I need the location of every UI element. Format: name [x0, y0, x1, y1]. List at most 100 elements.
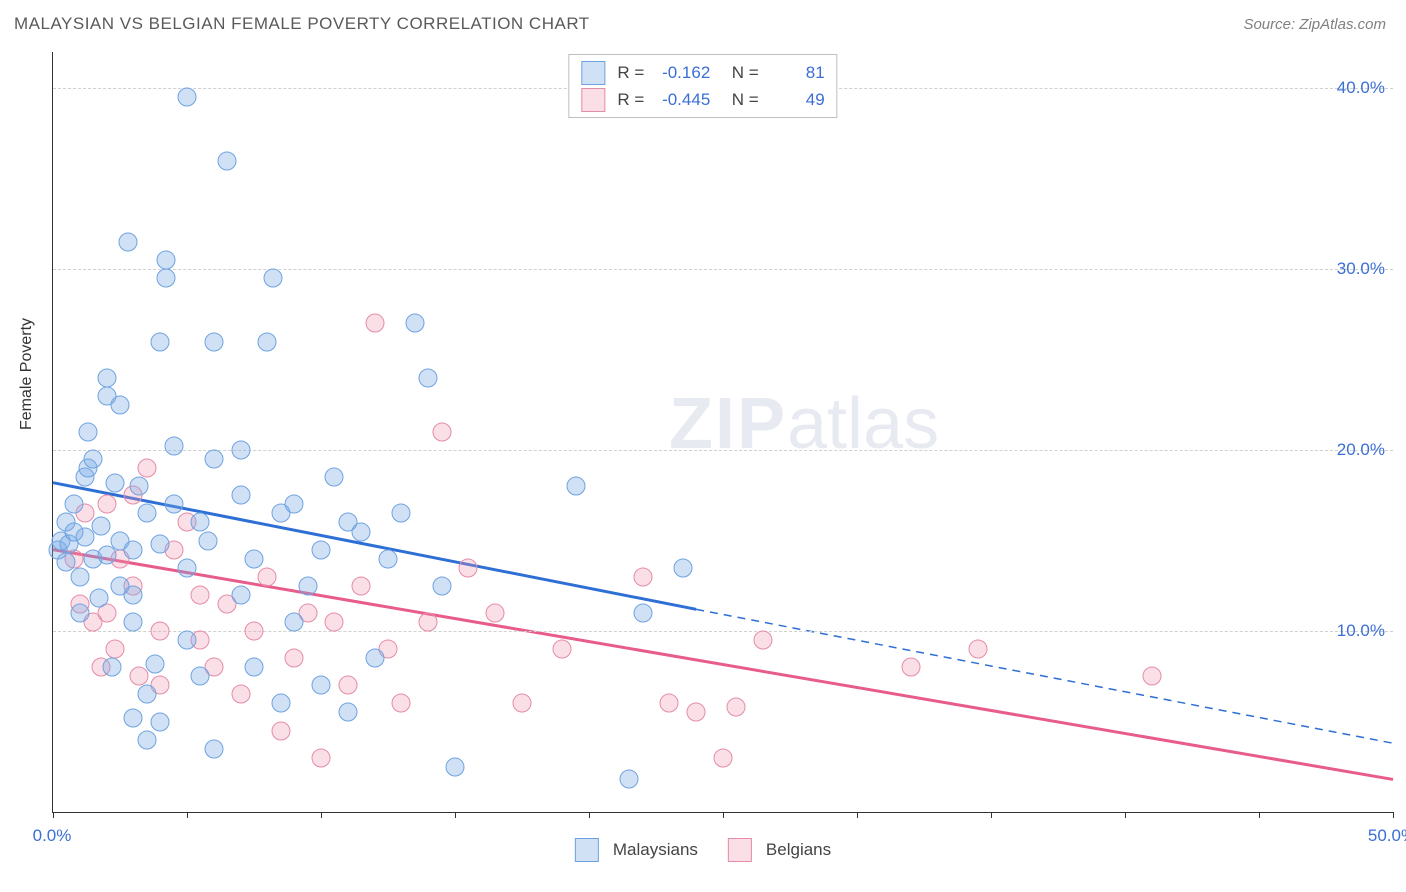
- data-point-malaysians: [338, 703, 357, 722]
- x-tick: [1393, 812, 1394, 818]
- data-point-malaysians: [119, 233, 138, 252]
- data-point-belgians: [285, 649, 304, 668]
- trend-lines: [53, 52, 1393, 812]
- data-point-malaysians: [312, 540, 331, 559]
- x-tick: [53, 812, 54, 818]
- correlation-row-malaysians: R = -0.162 N = 81: [581, 59, 824, 86]
- data-point-belgians: [901, 658, 920, 677]
- data-point-belgians: [553, 640, 572, 659]
- data-point-malaysians: [84, 450, 103, 469]
- data-point-malaysians: [124, 613, 143, 632]
- data-point-malaysians: [151, 332, 170, 351]
- data-point-malaysians: [151, 535, 170, 554]
- x-tick: [857, 812, 858, 818]
- data-point-malaysians: [78, 423, 97, 442]
- swatch-belgians: [728, 838, 752, 862]
- data-point-malaysians: [89, 589, 108, 608]
- data-point-malaysians: [164, 437, 183, 456]
- y-axis-label: Female Poverty: [18, 318, 36, 430]
- data-point-belgians: [513, 694, 532, 713]
- data-point-malaysians: [178, 558, 197, 577]
- data-point-malaysians: [151, 712, 170, 731]
- data-point-malaysians: [199, 531, 218, 550]
- correlation-legend: R = -0.162 N = 81 R = -0.445 N = 49: [568, 54, 837, 118]
- chart-header: MALAYSIAN VS BELGIAN FEMALE POVERTY CORR…: [0, 0, 1406, 48]
- data-point-belgians: [754, 631, 773, 650]
- data-point-malaysians: [164, 495, 183, 514]
- x-tick: [991, 812, 992, 818]
- x-tick: [321, 812, 322, 818]
- data-point-belgians: [338, 676, 357, 695]
- x-tick: [455, 812, 456, 818]
- watermark: ZIPatlas: [669, 383, 939, 465]
- data-point-malaysians: [352, 522, 371, 541]
- swatch-malaysians: [575, 838, 599, 862]
- data-point-belgians: [633, 567, 652, 586]
- data-point-malaysians: [102, 658, 121, 677]
- swatch-malaysians: [581, 61, 605, 85]
- data-point-belgians: [271, 721, 290, 740]
- data-point-malaysians: [111, 395, 130, 414]
- gridline: [53, 450, 1393, 451]
- data-point-malaysians: [156, 269, 175, 288]
- data-point-malaysians: [65, 495, 84, 514]
- data-point-belgians: [432, 423, 451, 442]
- data-point-malaysians: [633, 603, 652, 622]
- data-point-malaysians: [673, 558, 692, 577]
- data-point-malaysians: [191, 513, 210, 532]
- data-point-malaysians: [285, 495, 304, 514]
- data-point-malaysians: [124, 540, 143, 559]
- data-point-malaysians: [231, 585, 250, 604]
- x-tick-label: 50.0%: [1368, 826, 1406, 846]
- data-point-belgians: [191, 585, 210, 604]
- data-point-malaysians: [263, 269, 282, 288]
- data-point-malaysians: [258, 332, 277, 351]
- data-point-malaysians: [392, 504, 411, 523]
- x-tick-label: 0.0%: [33, 826, 72, 846]
- x-tick: [1259, 812, 1260, 818]
- data-point-belgians: [151, 622, 170, 641]
- data-point-belgians: [231, 685, 250, 704]
- data-point-malaysians: [70, 567, 89, 586]
- data-point-belgians: [727, 698, 746, 717]
- data-point-belgians: [365, 314, 384, 333]
- data-point-malaysians: [405, 314, 424, 333]
- data-point-malaysians: [70, 603, 89, 622]
- data-point-belgians: [1142, 667, 1161, 686]
- data-point-malaysians: [124, 585, 143, 604]
- data-point-malaysians: [285, 613, 304, 632]
- data-point-belgians: [392, 694, 411, 713]
- data-point-malaysians: [97, 546, 116, 565]
- data-point-belgians: [486, 603, 505, 622]
- series-legend: Malaysians Belgians: [575, 838, 831, 862]
- data-point-malaysians: [218, 151, 237, 170]
- x-tick: [1125, 812, 1126, 818]
- data-point-malaysians: [379, 549, 398, 568]
- data-point-malaysians: [137, 504, 156, 523]
- data-point-belgians: [97, 495, 116, 514]
- data-point-malaysians: [105, 473, 124, 492]
- data-point-belgians: [129, 667, 148, 686]
- data-point-belgians: [325, 613, 344, 632]
- data-point-belgians: [660, 694, 679, 713]
- data-point-malaysians: [97, 368, 116, 387]
- data-point-malaysians: [156, 251, 175, 270]
- data-point-malaysians: [419, 368, 438, 387]
- data-point-malaysians: [204, 332, 223, 351]
- legend-item-belgians: Belgians: [728, 838, 831, 862]
- data-point-belgians: [137, 459, 156, 478]
- data-point-malaysians: [566, 477, 585, 496]
- y-tick-label: 30.0%: [1337, 259, 1385, 279]
- data-point-belgians: [352, 576, 371, 595]
- chart-title: MALAYSIAN VS BELGIAN FEMALE POVERTY CORR…: [14, 14, 590, 34]
- r-value-belgians: -0.445: [650, 86, 710, 113]
- n-value-belgians: 49: [765, 86, 825, 113]
- data-point-malaysians: [178, 88, 197, 107]
- data-point-malaysians: [178, 631, 197, 650]
- x-tick: [723, 812, 724, 818]
- scatter-plot-area: ZIPatlas 10.0%20.0%30.0%40.0%: [52, 52, 1393, 813]
- r-value-malaysians: -0.162: [650, 59, 710, 86]
- data-point-belgians: [258, 567, 277, 586]
- data-point-malaysians: [231, 486, 250, 505]
- data-point-malaysians: [620, 770, 639, 789]
